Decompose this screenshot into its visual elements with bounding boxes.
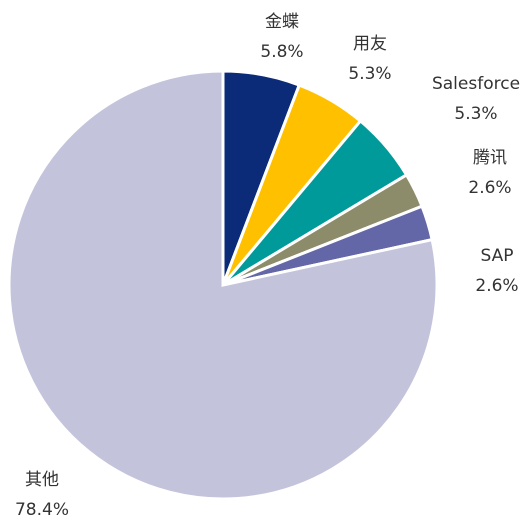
- slice-value-label: 5.3%: [454, 104, 497, 124]
- slice-value-label: 2.6%: [475, 276, 518, 296]
- slice-value-label: 78.4%: [15, 500, 69, 520]
- slice-label: 金蝶: [265, 12, 299, 32]
- slice-value-label: 5.3%: [348, 64, 391, 84]
- slice-label: 其他: [25, 470, 59, 490]
- slice-value-label: 2.6%: [468, 178, 511, 198]
- slice-label: 腾讯: [473, 148, 507, 168]
- slice-label: 用友: [353, 34, 387, 54]
- slice-label: Salesforce: [432, 74, 520, 94]
- slice-value-label: 5.8%: [260, 42, 303, 62]
- slice-label: SAP: [481, 246, 514, 266]
- pie-slice: [7, 69, 439, 501]
